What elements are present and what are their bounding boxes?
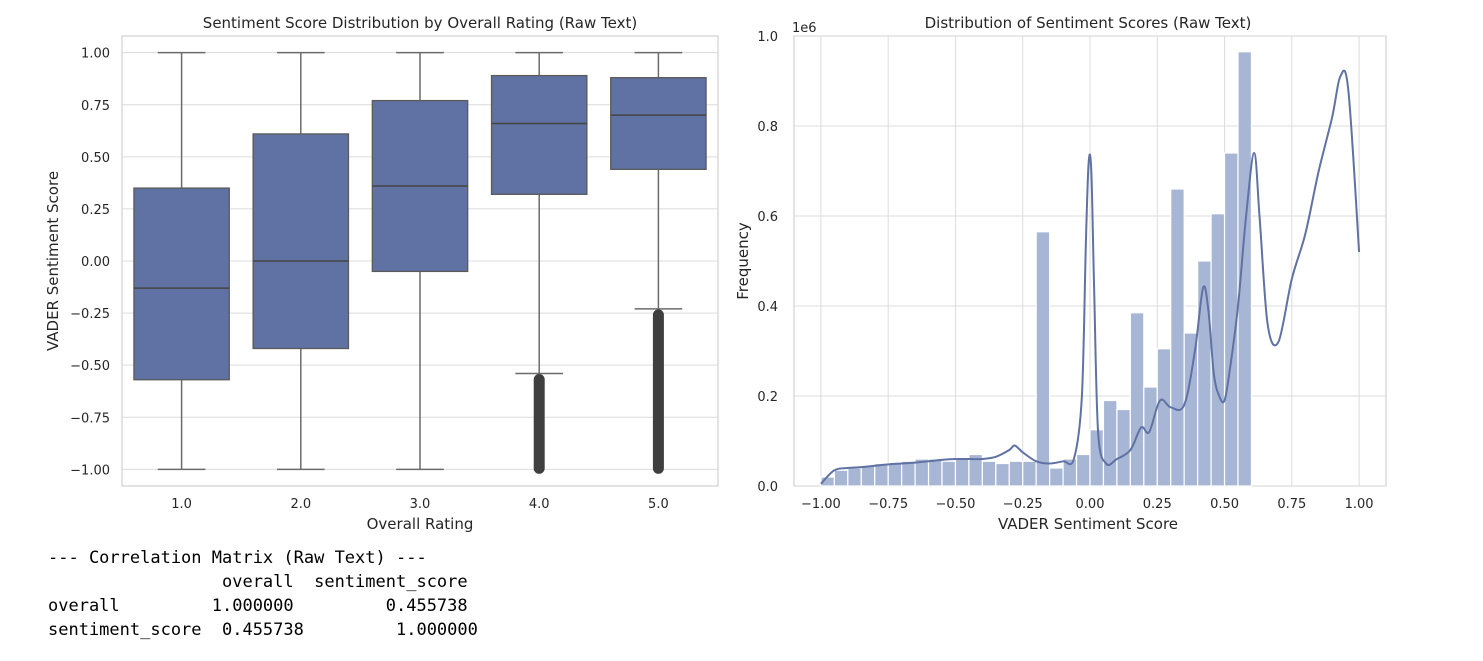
histogram-x-tick-label: 0.50 [1210,497,1239,512]
boxplot-x-tick-label: 4.0 [529,497,550,512]
boxplot-box [490,74,588,195]
histogram-bar [874,462,889,487]
histogram-kde-curve [820,69,1361,485]
correlation-header-row: overall sentiment_score [48,572,468,592]
boxplot-box-group [371,51,469,471]
histogram-bar [860,465,876,487]
histogram-y-tick-label: 0.8 [757,120,778,135]
boxplot-boxes [133,51,707,474]
boxplot-box [133,187,230,381]
boxplot-x-tick-label: 5.0 [648,497,669,512]
boxplot-box [252,133,350,350]
histogram-y-tick-label: 0.0 [757,480,778,495]
histogram-bar [1210,213,1226,487]
boxplot-y-tick-label: −0.25 [70,307,110,322]
histogram-y-axis-label: Frequency [734,222,752,300]
histogram-bar [901,460,916,487]
histogram-bar [833,469,849,487]
correlation-row-sentiment-score: sentiment_score 0.455738 1.000000 [48,620,478,640]
histogram-bar [1022,460,1037,487]
histogram-x-tick-label: −0.75 [868,497,908,512]
histogram-bar [1102,399,1118,487]
boxplot-x-ticks: 1.0 2.0 3.0 4.0 5.0 [171,497,668,512]
boxplot-x-tick-label: 2.0 [290,497,311,512]
boxplot-y-tick-label: −1.00 [70,463,110,478]
histogram-bar [1116,408,1131,487]
correlation-heading: --- Correlation Matrix (Raw Text) --- [48,548,427,568]
boxplot-y-tick-label: −0.75 [70,411,110,426]
histogram-x-tick-label: 0.75 [1277,497,1306,512]
histogram-x-tick-label: 0.25 [1143,497,1172,512]
histogram-y-offset-label: 1e6 [792,21,817,36]
histogram-x-tick-label: 1.00 [1345,497,1374,512]
correlation-matrix-output: --- Correlation Matrix (Raw Text) --- ov… [48,546,478,642]
histogram-kde-line [820,69,1361,485]
histogram-bar [1170,188,1185,487]
histogram-bar [1156,348,1172,487]
boxplot-y-ticks: −1.00 −0.75 −0.50 −0.25 0.00 0.25 0.50 0.75 1.00 [70,47,110,479]
boxplot-box-group [490,51,588,474]
boxplot-y-axis-label: VADER Sentiment Score [44,171,62,351]
histogram-x-tick-label: −1.00 [801,497,841,512]
histogram-x-tick-label: −0.50 [936,497,976,512]
histogram-y-ticks: 0.0 0.2 0.4 0.6 0.8 1.0 [757,30,778,495]
boxplot-y-tick-label: 0.25 [81,203,110,218]
histogram-y-tick-label: 0.4 [757,300,778,315]
histogram-bar [927,458,943,487]
histogram-bar [954,458,970,487]
histogram-bar [1049,467,1064,487]
boxplot-box [610,77,707,170]
boxplot-panel: −1.00 −0.75 −0.50 −0.25 0.00 0.25 0.50 0.75 1.00… [44,14,719,533]
histogram-bar [847,467,862,487]
histogram-x-tick-label: 0.00 [1076,497,1105,512]
boxplot-y-tick-label: −0.50 [70,359,110,374]
histogram-x-tick-label: −0.25 [1003,497,1043,512]
histogram-grid [794,35,1386,487]
boxplot-box-group [610,51,707,474]
boxplot-x-tick-label: 3.0 [410,497,431,512]
histogram-y-tick-label: 1.0 [757,30,778,45]
boxplot-y-tick-label: 0.00 [81,255,110,270]
charts-canvas: −1.00−0.75−0.50−0.250.000.250.500.751.00… [44,14,1387,533]
histogram-bar [1035,231,1051,487]
boxplot-x-axis-label: Overall Rating [367,515,474,533]
histogram-y-tick-label: 0.6 [757,210,778,225]
histogram-x-ticks: −1.00 −0.75 −0.50 −0.25 0.00 0.25 0.50 0.75 1.00 [801,497,1374,512]
histogram-bar [995,462,1010,487]
boxplot-x-tick-label: 1.0 [171,497,192,512]
boxplot-y-tick-label: 0.75 [81,99,110,114]
histogram-x-axis-label: VADER Sentiment Score [998,515,1178,533]
histogram-bar [1129,312,1145,487]
boxplot-box-group [133,51,230,471]
histogram-bar [1237,51,1253,487]
boxplot-y-tick-label: 1.00 [81,47,110,62]
histogram-bar [1062,458,1078,487]
boxplot-title: Sentiment Score Distribution by Overall … [203,14,637,32]
histogram-bar [887,462,903,487]
histogram-bar [981,460,997,487]
histogram-panel: −1.00 −0.75 −0.50 −0.25 0.00 0.25 0.50 0.75 1.00… [734,14,1387,533]
histogram-y-tick-label: 0.2 [757,390,778,405]
histogram-bar [1075,453,1091,487]
correlation-row-overall: overall 1.000000 0.455738 [48,596,468,616]
histogram-bar [1183,332,1199,487]
boxplot-box-group [252,51,350,471]
histogram-title: Distribution of Sentiment Scores (Raw Te… [925,14,1252,32]
histogram-bar [1143,386,1158,487]
boxplot-y-tick-label: 0.50 [81,151,110,166]
histogram-bar [1008,460,1024,487]
histogram-bar [941,460,957,487]
histogram-bar [1197,260,1212,487]
